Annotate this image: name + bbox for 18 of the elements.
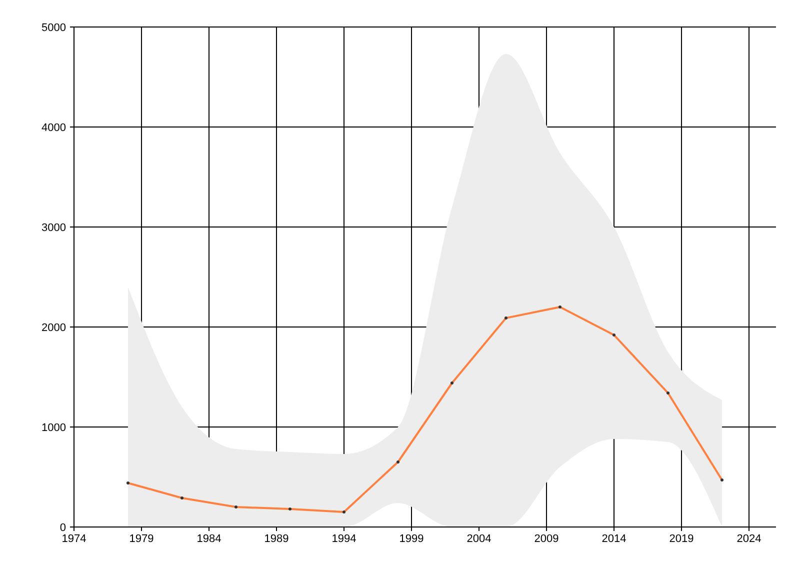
x-tick-label: 2014	[602, 533, 626, 545]
line-series	[126, 306, 724, 514]
y-tick-label: 4000	[42, 122, 66, 134]
y-tick-label: 3000	[42, 222, 66, 234]
x-tick-label: 2004	[466, 533, 492, 545]
y-tick-label: 1000	[42, 422, 66, 434]
x-tick-label: 1979	[129, 533, 154, 545]
x-tick-label: 2024	[736, 533, 762, 545]
x-tick-label: 2009	[534, 533, 559, 545]
x-tick-label: 2019	[669, 533, 694, 545]
y-tick-label: 5000	[42, 22, 66, 34]
x-tick-label: 1989	[264, 533, 289, 545]
x-tick-label: 1994	[332, 533, 356, 545]
y-tick-label: 2000	[42, 322, 66, 334]
x-tick-label: 1984	[196, 533, 222, 545]
x-tick-label: 1999	[399, 533, 424, 545]
y-tick-label: 0	[60, 522, 66, 534]
x-tick-label: 1974	[62, 533, 86, 545]
